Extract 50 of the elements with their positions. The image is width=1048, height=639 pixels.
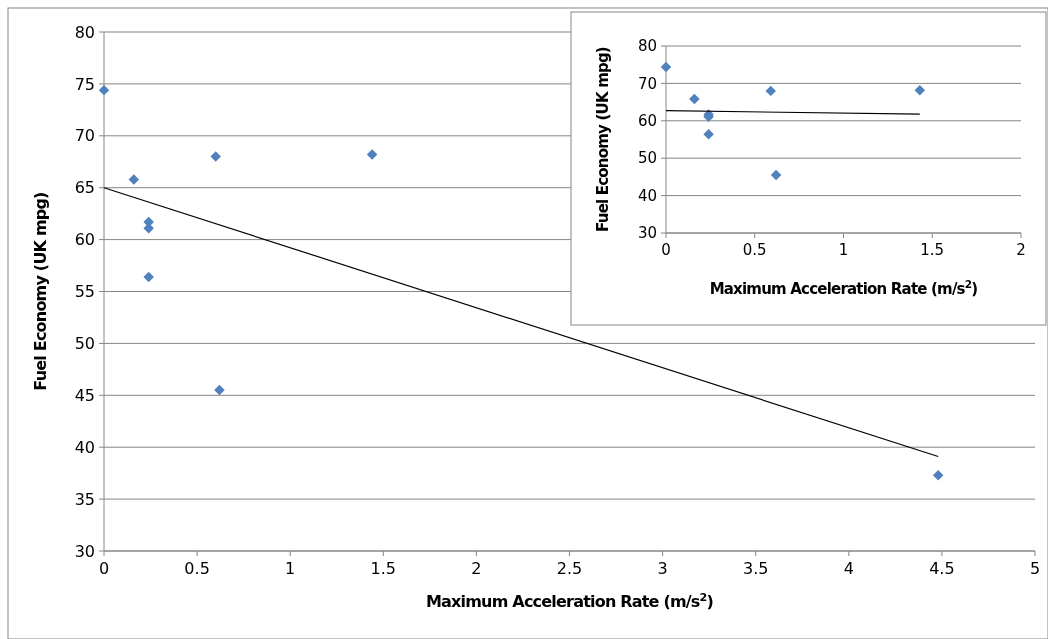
x-tick-label: 3.5 (742, 559, 769, 578)
y-tick-label: 35 (74, 489, 95, 509)
x-axis-title: Maximum Acceleration Rate (m/s$^{2}$) (709, 278, 978, 298)
y-tick-label: 80 (74, 22, 95, 42)
point (689, 93, 700, 105)
y-axis-title: Fuel Economy (UK mpg) (31, 192, 50, 391)
x-tick-label: 3 (657, 559, 668, 578)
y-tick-label: 60 (637, 112, 657, 131)
y-tick-label: 55 (74, 282, 95, 302)
x-tick-label: 1 (285, 559, 296, 578)
point (914, 84, 926, 96)
x-tick-label: 1 (838, 241, 849, 259)
y-tick-label: 65 (74, 178, 95, 198)
y-tick-label: 50 (74, 334, 95, 353)
x-tick-label: 2 (471, 559, 482, 578)
point (703, 129, 714, 140)
y-tick-label: 40 (637, 186, 657, 205)
y-tick-label: 50 (637, 149, 657, 168)
y-tick-label: 30 (637, 224, 657, 243)
x-tick-label: 5 (1029, 559, 1041, 578)
x-tick-label: 2.5 (556, 559, 583, 578)
point (98, 84, 110, 96)
x-tick-label: 2 (1016, 241, 1026, 259)
y-tick-label: 80 (637, 37, 657, 56)
point (366, 149, 378, 160)
y-axis-title: Fuel Economy (UK mpg) (594, 47, 612, 232)
x-tick-label: 0.5 (742, 241, 767, 259)
y-tick-label: 45 (74, 385, 95, 405)
x-tick-label: 0 (661, 241, 671, 259)
y-tick-label: 70 (637, 74, 657, 93)
point (210, 151, 221, 162)
x-tick-label: 0.5 (184, 559, 210, 578)
x-tick-label: 1.5 (920, 241, 945, 259)
x-tick-label: 1.5 (370, 559, 397, 578)
x-tick-label: 4 (843, 559, 854, 578)
point (128, 174, 140, 185)
y-tick-label: 70 (74, 126, 95, 146)
y-tick-label: 60 (74, 230, 95, 250)
point (770, 169, 782, 181)
x-tick-label: 4.5 (929, 559, 955, 578)
point (143, 271, 154, 283)
point (214, 384, 225, 396)
y-tick-label: 30 (74, 541, 95, 561)
point (765, 85, 776, 97)
y-tick-label: 75 (74, 74, 95, 94)
x-tick-label: 0 (98, 559, 110, 578)
point (932, 469, 944, 481)
x-axis-title: Maximum Acceleration Rate (m/s$^{2}$) (425, 590, 714, 611)
y-tick-label: 40 (74, 437, 95, 457)
point (660, 61, 672, 73)
